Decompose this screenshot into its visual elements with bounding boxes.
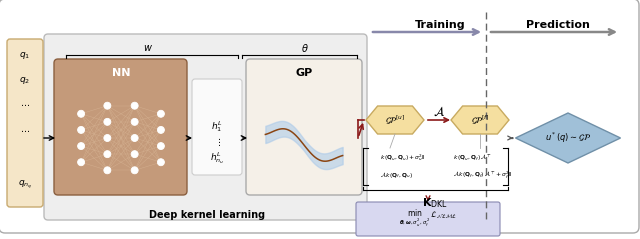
- FancyBboxPatch shape: [44, 34, 367, 220]
- Text: $q_1$: $q_1$: [19, 49, 31, 60]
- Text: $\mathcal{A}k\,(\mathbf{Q}_f, \mathbf{Q}_f)\,\mathcal{A}^\top + \sigma_f^2\mathb: $\mathcal{A}k\,(\mathbf{Q}_f, \mathbf{Q}…: [453, 169, 512, 180]
- Text: NN: NN: [112, 68, 131, 78]
- Circle shape: [77, 143, 84, 150]
- Text: $\min_{\boldsymbol{\theta},\boldsymbol{\omega},\sigma_u^2,\sigma_f^2}\;\mathcal{: $\min_{\boldsymbol{\theta},\boldsymbol{\…: [399, 209, 457, 229]
- Circle shape: [157, 143, 164, 150]
- Circle shape: [104, 167, 111, 174]
- Polygon shape: [515, 113, 621, 163]
- Circle shape: [131, 118, 138, 125]
- Polygon shape: [366, 106, 424, 134]
- Circle shape: [104, 135, 111, 141]
- Text: Deep kernel learning: Deep kernel learning: [149, 210, 265, 220]
- Polygon shape: [451, 106, 509, 134]
- Circle shape: [157, 159, 164, 166]
- Circle shape: [104, 102, 111, 109]
- Circle shape: [77, 159, 84, 166]
- Text: $q_2$: $q_2$: [19, 75, 31, 86]
- Text: $\mathcal{GP}^{[u]}$: $\mathcal{GP}^{[u]}$: [385, 113, 405, 127]
- FancyBboxPatch shape: [192, 79, 242, 175]
- Text: $q_{n_q}$: $q_{n_q}$: [18, 179, 32, 191]
- Text: $k\,(\mathbf{Q}_u, \mathbf{Q}_u) + \sigma_u^2\mathbf{I}$: $k\,(\mathbf{Q}_u, \mathbf{Q}_u) + \sigm…: [380, 152, 425, 163]
- Text: $u^*(q) \sim \mathcal{GP}$: $u^*(q) \sim \mathcal{GP}$: [545, 131, 591, 145]
- FancyBboxPatch shape: [7, 39, 43, 207]
- Circle shape: [131, 151, 138, 158]
- Text: $w$: $w$: [143, 43, 153, 53]
- Text: $\theta$: $\theta$: [301, 42, 309, 54]
- Text: $\vdots$: $\vdots$: [214, 136, 220, 148]
- FancyBboxPatch shape: [0, 0, 639, 233]
- Text: $\mathcal{A}$: $\mathcal{A}$: [433, 105, 445, 119]
- Circle shape: [131, 102, 138, 109]
- Text: GP: GP: [296, 68, 312, 78]
- Circle shape: [157, 126, 164, 133]
- Text: $\cdots$: $\cdots$: [20, 125, 30, 135]
- FancyBboxPatch shape: [246, 59, 362, 195]
- Circle shape: [104, 118, 111, 125]
- FancyBboxPatch shape: [54, 59, 187, 195]
- Circle shape: [77, 126, 84, 133]
- Text: $k\,(\mathbf{Q}_u, \mathbf{Q}_f)\,\mathcal{A}^\top$: $k\,(\mathbf{Q}_u, \mathbf{Q}_f)\,\mathc…: [453, 153, 492, 163]
- FancyBboxPatch shape: [356, 202, 500, 236]
- Text: $\mathcal{GP}^{[f]}$: $\mathcal{GP}^{[f]}$: [470, 113, 490, 127]
- Text: $h_1^L$: $h_1^L$: [211, 120, 223, 135]
- Text: $\cdots$: $\cdots$: [20, 98, 30, 108]
- Circle shape: [157, 110, 164, 117]
- Circle shape: [104, 151, 111, 158]
- Text: $h_{n_u}^L$: $h_{n_u}^L$: [210, 150, 224, 166]
- Text: $\mathcal{A}k\,(\mathbf{Q}_f, \mathbf{Q}_u)$: $\mathcal{A}k\,(\mathbf{Q}_f, \mathbf{Q}…: [380, 170, 413, 180]
- Circle shape: [131, 135, 138, 141]
- Circle shape: [77, 110, 84, 117]
- Text: $\mathbf{K}_{\mathrm{DKL}}$: $\mathbf{K}_{\mathrm{DKL}}$: [422, 196, 448, 210]
- Circle shape: [131, 167, 138, 174]
- Text: Prediction: Prediction: [526, 20, 590, 30]
- Text: Training: Training: [415, 20, 465, 30]
